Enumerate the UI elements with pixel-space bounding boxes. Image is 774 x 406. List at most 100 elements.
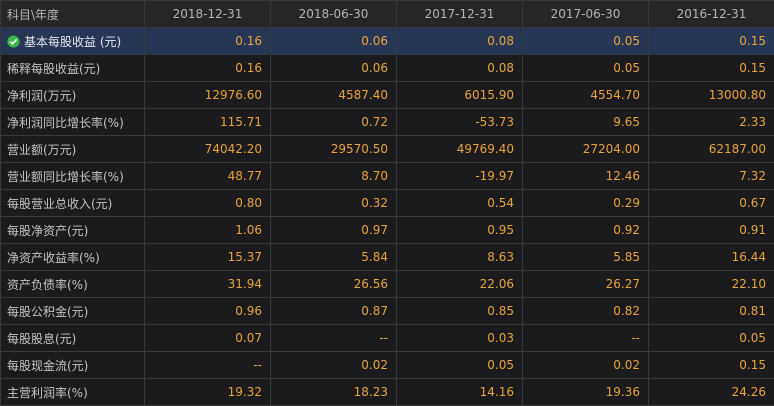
cell-value: -53.73 [396,108,523,136]
value-text: 0.08 [487,61,514,75]
cell-value: 1.06 [144,216,271,244]
row-label: 每股股息(元) [0,324,145,352]
value-text: 0.95 [487,223,514,237]
cell-value: 0.54 [396,189,523,217]
cell-value: 0.15 [648,27,774,55]
cell-value: 0.05 [648,324,774,352]
cell-value: 22.06 [396,270,523,298]
value-text: 115.71 [220,115,262,129]
table-row[interactable]: 净资产收益率(%) 15.37 5.84 8.63 5.85 16.44 [0,243,774,271]
cell-value: 0.97 [270,216,397,244]
cell-value: 8.70 [270,162,397,190]
column-header[interactable]: 2016-12-31 [648,0,774,28]
cell-value: 0.08 [396,27,523,55]
value-text: 2.33 [739,115,766,129]
value-text: 31.94 [227,277,262,291]
value-text: 27204.00 [582,142,640,156]
cell-value: 6015.90 [396,81,523,109]
cell-value: 0.06 [270,27,397,55]
value-text: 0.97 [361,223,388,237]
table-row[interactable]: 每股股息(元) 0.07 -- 0.03 -- 0.05 [0,324,774,352]
table-row[interactable]: 每股公积金(元) 0.96 0.87 0.85 0.82 0.81 [0,297,774,325]
table-row[interactable]: 主营利润率(%) 19.32 18.23 14.16 19.36 24.26 [0,378,774,406]
value-text: 8.70 [361,169,388,183]
cell-value: 0.81 [648,297,774,325]
value-text: 5.85 [613,250,640,264]
table-row[interactable]: 净利润(万元) 12976.60 4587.40 6015.90 4554.70 1300… [0,81,774,109]
cell-value: 0.96 [144,297,271,325]
row-label-text: 营业额(万元) [7,142,77,157]
cell-value: 0.82 [522,297,649,325]
value-text: 0.87 [361,304,388,318]
cell-value: 74042.20 [144,135,271,163]
table-row[interactable]: 每股净资产(元) 1.06 0.97 0.95 0.92 0.91 [0,216,774,244]
cell-value: 0.72 [270,108,397,136]
table-row[interactable]: 稀释每股收益(元) 0.16 0.06 0.08 0.05 0.15 [0,54,774,82]
cell-value: -- [144,351,271,379]
value-text: 0.15 [739,61,766,75]
table-row[interactable]: 每股现金流(元) -- 0.02 0.05 0.02 0.15 [0,351,774,379]
cell-value: 9.65 [522,108,649,136]
table-row[interactable]: 营业额(万元) 74042.20 29570.50 49769.40 27204.00 6… [0,135,774,163]
row-label-text: 净资产收益率(%) [7,250,100,265]
value-text: 12.46 [605,169,640,183]
column-header[interactable]: 2018-12-31 [144,0,271,28]
cell-value: 15.37 [144,243,271,271]
cell-value: 0.15 [648,351,774,379]
value-text: 0.03 [487,331,514,345]
value-text: 0.05 [487,358,514,372]
cell-value: 0.07 [144,324,271,352]
value-text: 0.16 [235,34,262,48]
column-header[interactable]: 2018-06-30 [270,0,397,28]
value-text: 0.32 [361,196,388,210]
value-text: -53.73 [475,115,514,129]
value-text: 19.32 [227,385,262,399]
value-text: -- [253,358,262,372]
cell-value: 29570.50 [270,135,397,163]
value-text: 0.02 [613,358,640,372]
cell-value: 26.27 [522,270,649,298]
column-header[interactable]: 2017-06-30 [522,0,649,28]
cell-value: 0.29 [522,189,649,217]
cell-value: 115.71 [144,108,271,136]
cell-value: 5.84 [270,243,397,271]
cell-value: 0.91 [648,216,774,244]
row-label: 每股公积金(元) [0,297,145,325]
value-text: 0.80 [235,196,262,210]
table-row[interactable]: 营业额同比增长率(%) 48.77 8.70 -19.97 12.46 7.32 [0,162,774,190]
row-label: 稀释每股收益(元) [0,54,145,82]
value-text: 0.15 [739,34,766,48]
value-text: 0.92 [613,223,640,237]
row-label: 基本每股收益 (元) [0,27,145,55]
value-text: 12976.60 [204,88,262,102]
cell-value: 49769.40 [396,135,523,163]
table-row[interactable]: 资产负债率(%) 31.94 26.56 22.06 26.27 22.10 [0,270,774,298]
value-text: 22.10 [731,277,766,291]
value-text: 0.16 [235,61,262,75]
cell-value: 24.26 [648,378,774,406]
cell-value: 0.16 [144,54,271,82]
header-corner: 科目\年度 [0,0,145,28]
table-row[interactable]: 每股营业总收入(元) 0.80 0.32 0.54 0.29 0.67 [0,189,774,217]
row-label-text: 每股公积金(元) [7,304,89,319]
cell-value: -19.97 [396,162,523,190]
cell-value: 0.67 [648,189,774,217]
cell-value: 22.10 [648,270,774,298]
value-text: 29570.50 [330,142,388,156]
value-text: 0.15 [739,358,766,372]
cell-value: 0.06 [270,54,397,82]
cell-value: 0.92 [522,216,649,244]
cell-value: 0.05 [522,27,649,55]
value-text: -- [379,331,388,345]
table-row[interactable]: 基本每股收益 (元) 0.16 0.06 0.08 0.05 0.15 [0,27,774,55]
cell-value: 0.95 [396,216,523,244]
value-text: 4587.40 [338,88,388,102]
value-text: 0.05 [739,331,766,345]
table-row[interactable]: 净利润同比增长率(%) 115.71 0.72 -53.73 9.65 2.33 [0,108,774,136]
cell-value: 0.85 [396,297,523,325]
value-text: 0.02 [361,358,388,372]
column-header[interactable]: 2017-12-31 [396,0,523,28]
row-label-text: 每股营业总收入(元) [7,196,113,211]
row-label: 资产负债率(%) [0,270,145,298]
row-label-text: 每股净资产(元) [7,223,89,238]
